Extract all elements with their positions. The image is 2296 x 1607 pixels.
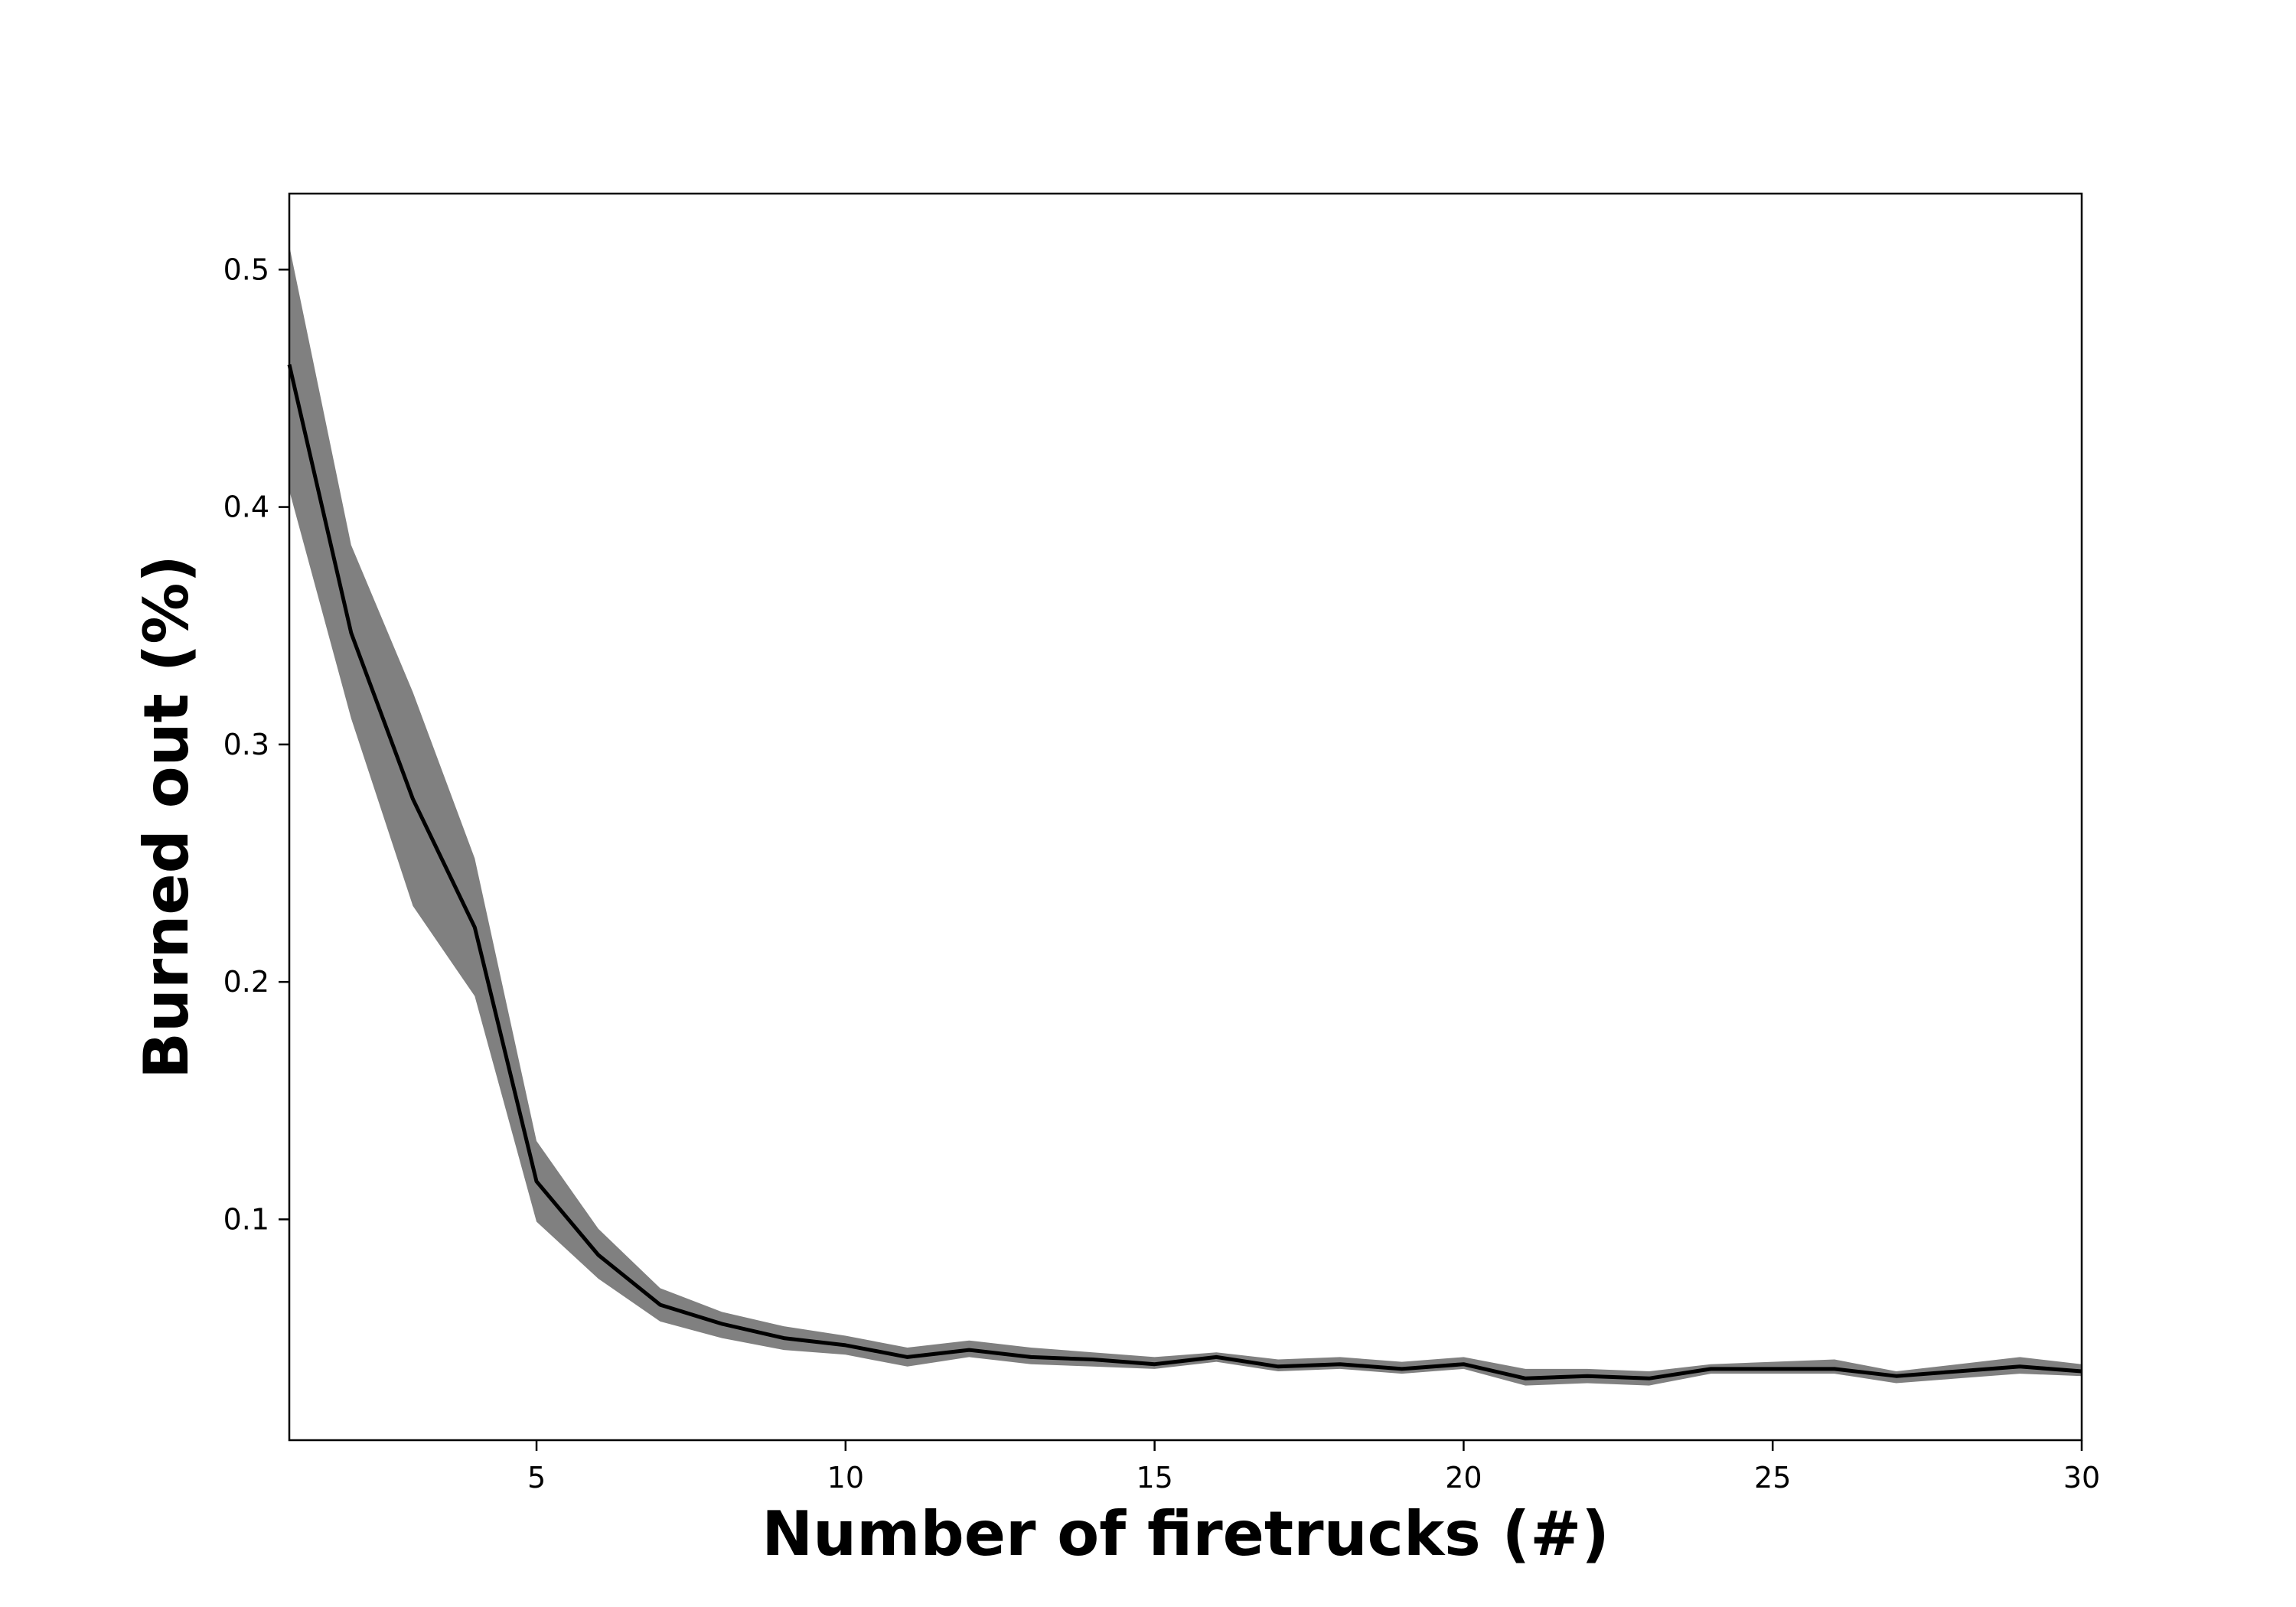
x-tick-label: 20: [1445, 1461, 1482, 1495]
x-tick-label: 5: [527, 1461, 546, 1495]
y-tick-label: 0.5: [223, 253, 269, 286]
mean-line-layer: [287, 363, 2082, 1380]
x-tick-label: 15: [1136, 1461, 1172, 1495]
plot-frame: [288, 192, 2083, 1442]
x-tick-label: 10: [827, 1461, 864, 1495]
x-tick-label: 25: [1754, 1461, 1791, 1495]
mean-line: [287, 363, 2082, 1380]
x-axis-title: Number of firetrucks (#): [762, 1498, 1609, 1570]
confidence-band: [289, 246, 2082, 1386]
y-tick-label: 0.1: [223, 1202, 269, 1236]
y-tick-label: 0.3: [223, 728, 269, 761]
y-axis-ticks: 0.1 0.2 0.3 0.4 0.5: [223, 253, 289, 1236]
y-tick-label: 0.4: [223, 491, 269, 524]
y-axis-title: Burned out (%): [131, 555, 202, 1079]
y-tick-label: 0.2: [223, 965, 269, 999]
x-tick-label: 30: [2063, 1461, 2100, 1495]
confidence-band-layer: [289, 246, 2082, 1386]
x-axis-ticks: 5 10 15 20 25 30: [527, 1440, 2100, 1495]
